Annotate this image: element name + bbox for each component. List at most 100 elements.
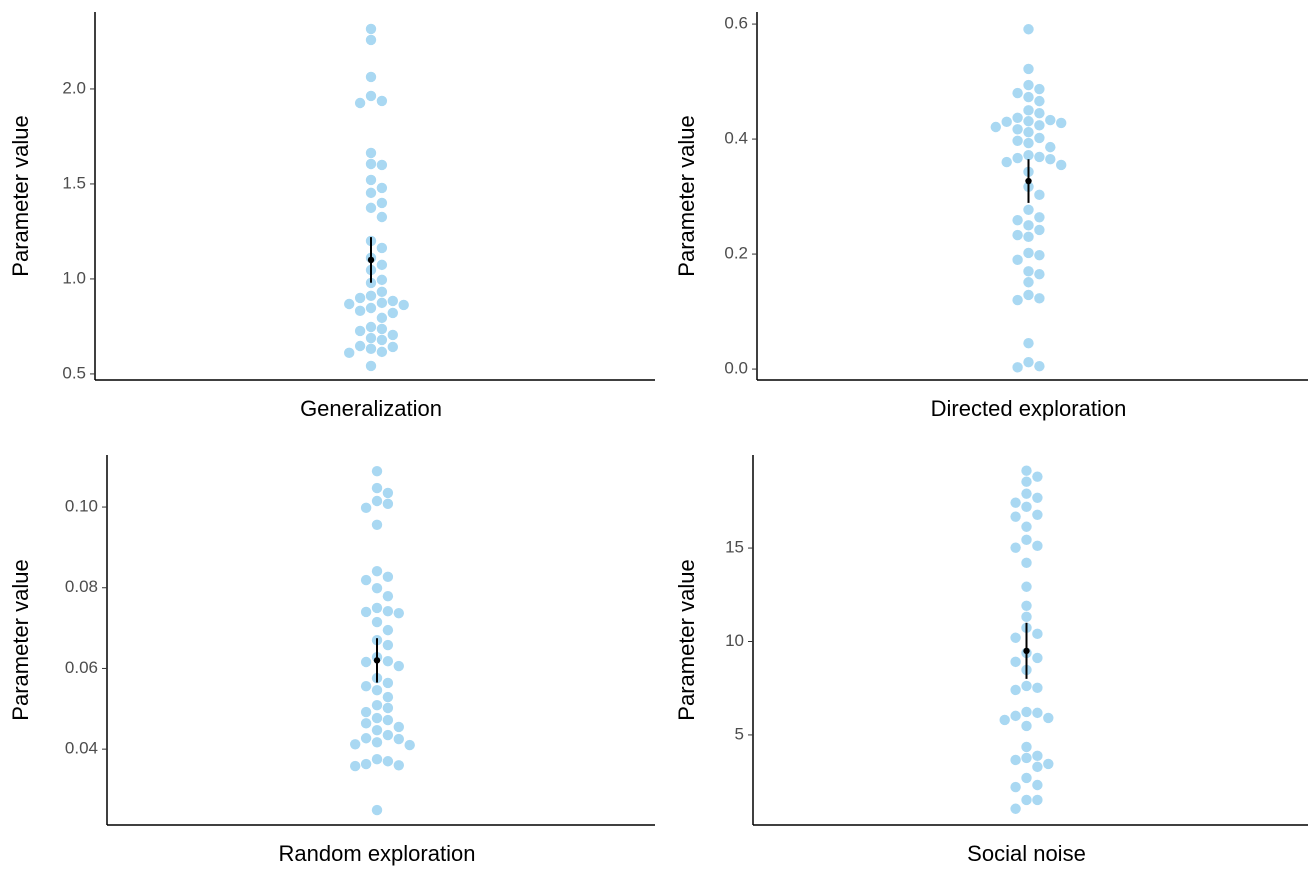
y-tick-label: 0.2 <box>724 244 748 263</box>
data-point <box>376 323 388 335</box>
data-point <box>360 606 372 618</box>
data-point <box>1010 710 1021 722</box>
data-point <box>1034 151 1045 163</box>
data-point <box>1023 356 1034 368</box>
y-tick-label: 2.0 <box>62 78 86 97</box>
y-tick-label: 1.0 <box>62 268 86 287</box>
data-point <box>365 187 377 199</box>
data-point <box>1023 266 1034 277</box>
data-point <box>1021 752 1032 764</box>
data-point <box>1001 156 1012 168</box>
data-point <box>1034 132 1045 144</box>
data-point <box>1012 112 1023 124</box>
data-point <box>1012 214 1023 226</box>
data-point <box>360 574 372 586</box>
y-axis-title: Parameter value <box>674 559 699 720</box>
mean-point <box>367 256 375 264</box>
data-point <box>1045 154 1056 165</box>
data-point <box>387 295 398 307</box>
data-point <box>371 482 383 494</box>
y-tick-label: 0.08 <box>65 577 98 596</box>
y-tick-label: 0.5 <box>62 363 86 382</box>
data-point <box>1021 534 1032 546</box>
data-point <box>1023 204 1034 215</box>
data-point <box>1034 95 1045 107</box>
data-point <box>1056 159 1067 171</box>
data-point <box>1032 750 1043 762</box>
data-point <box>1021 581 1032 592</box>
data-point <box>1032 682 1043 694</box>
data-point <box>1010 497 1021 508</box>
data-point <box>376 242 388 254</box>
data-point <box>1043 712 1054 724</box>
data-point <box>365 71 377 83</box>
data-point <box>382 714 394 726</box>
data-point <box>1021 465 1032 476</box>
data-point <box>1010 632 1021 643</box>
y-axis-title: Parameter value <box>8 115 33 276</box>
data-point <box>354 325 366 337</box>
data-point <box>387 341 398 353</box>
y-tick-label: 0.06 <box>65 658 98 677</box>
data-point <box>1023 220 1034 231</box>
data-point <box>371 685 383 696</box>
data-point <box>1043 758 1054 770</box>
panel: 5 10 15 Social noise Parameter value <box>674 455 1308 866</box>
data-point <box>1021 680 1032 692</box>
data-point <box>360 656 372 668</box>
data-point <box>344 298 355 310</box>
y-axis-title: Parameter value <box>8 559 33 720</box>
data-point <box>1010 542 1021 553</box>
data-point <box>1023 126 1034 138</box>
data-point <box>1034 250 1045 261</box>
data-point <box>1010 656 1021 668</box>
data-point <box>376 159 388 171</box>
data-point <box>376 297 388 309</box>
data-point <box>1034 189 1045 201</box>
data-point <box>1023 231 1034 243</box>
data-point <box>360 758 372 770</box>
y-tick-label: 0.04 <box>65 739 98 758</box>
data-point <box>382 729 394 741</box>
mean-point <box>373 657 381 664</box>
data-point <box>354 97 366 109</box>
mean-point <box>1025 177 1032 185</box>
data-point <box>1032 471 1043 482</box>
data-point <box>393 721 404 733</box>
data-point <box>1023 137 1034 149</box>
data-point <box>1021 794 1032 806</box>
data-point <box>371 804 383 816</box>
data-point <box>382 655 394 667</box>
data-point <box>354 292 366 304</box>
data-point <box>1034 83 1045 95</box>
panel: 0.04 0.06 0.08 0.10 Random exploration Parame… <box>8 455 655 866</box>
data-point <box>360 706 372 718</box>
panel: 0.5 1.0 1.5 2.0 Generalization Parameter valu… <box>8 12 655 421</box>
data-point <box>1010 781 1021 793</box>
data-point <box>1023 338 1034 349</box>
x-tick-label: Random exploration <box>279 841 476 866</box>
x-tick-label: Social noise <box>967 841 1086 866</box>
data-point <box>371 699 383 711</box>
x-tick-label: Directed exploration <box>931 396 1127 421</box>
data-point <box>376 211 388 223</box>
data-point <box>1021 611 1032 623</box>
data-point <box>1012 87 1023 99</box>
data-point <box>360 502 372 514</box>
data-point <box>1021 772 1032 784</box>
data-point <box>1021 476 1032 487</box>
data-point <box>376 274 388 286</box>
data-point <box>393 607 404 619</box>
data-point <box>1021 741 1032 753</box>
y-axis-title: Parameter value <box>674 115 699 276</box>
data-point <box>393 660 404 672</box>
data-point <box>1010 511 1021 522</box>
data-point <box>376 334 388 346</box>
data-point <box>371 602 383 614</box>
data-point <box>1045 141 1056 153</box>
data-point <box>387 307 398 319</box>
data-point <box>1012 229 1023 241</box>
data-point <box>1023 149 1034 161</box>
data-point <box>365 158 377 170</box>
